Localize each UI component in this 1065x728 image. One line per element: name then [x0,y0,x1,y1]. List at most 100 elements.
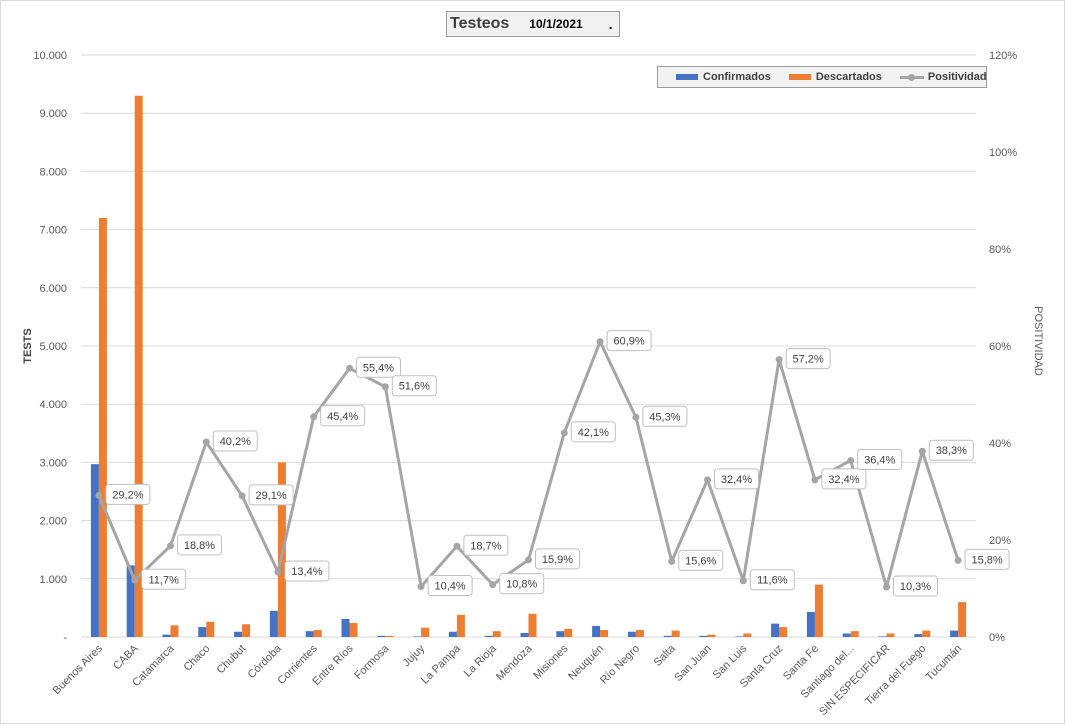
bar-descartados [456,614,465,637]
positividad-point [346,364,353,372]
data-label-box [356,356,401,378]
bar-descartados [242,624,251,637]
legend-item-confirmados: Confirmados [676,71,771,83]
data-label: 18,7% [470,540,501,552]
data-label-box [212,430,258,452]
bar-confirmados [234,631,243,637]
y-tick-label: 2.000 [39,516,67,528]
positividad-point [381,383,389,391]
bar-descartados [349,623,358,637]
positividad-point [811,476,819,484]
legend-swatch-descartados [788,74,811,80]
bar-confirmados [950,630,959,637]
legend-item-descartados: Descartados [788,71,882,83]
y-tick-label: 9.000 [39,108,67,120]
bar-confirmados [269,610,278,637]
y2-tick-label: 120% [989,50,1017,62]
chart-title-dot: . [608,16,613,32]
bar-confirmados [448,631,457,637]
y2-tick-label: 80% [989,244,1011,256]
y-tick-label: 1.000 [39,574,67,586]
data-label-box [141,568,187,590]
bar-descartados [707,634,716,637]
data-label: 32,4% [828,474,859,486]
bar-confirmados [90,464,99,637]
positividad-point [847,456,855,464]
bar-descartados [850,631,859,637]
positividad-point [131,576,139,584]
data-label: 32,4% [721,474,752,486]
data-label-box [284,560,330,582]
bar-descartados [492,631,501,637]
chart-date: 10/1/2021 [529,17,583,31]
data-label-box [391,375,437,397]
data-label-box [177,534,222,556]
positividad-point [238,492,246,500]
data-label: 15,6% [685,555,716,567]
legend-label-descartados: Descartados [815,71,882,83]
bar-descartados [170,625,179,637]
data-label-box [857,448,903,470]
data-label-box [499,573,545,595]
bar-descartados [206,621,215,637]
y2-axis-title: POSITIVIDAD [1032,306,1044,376]
bar-confirmados [484,635,493,637]
data-label-box [749,569,795,591]
positividad-point [560,429,568,437]
data-label-box [105,483,151,505]
bar-confirmados [806,611,815,637]
chart-legend: Confirmados Descartados Positividad [657,66,987,88]
data-label: 10,8% [506,579,537,591]
data-label-box [642,405,688,427]
data-label: 18,8% [184,540,215,552]
bar-confirmados [126,565,135,637]
legend-item-positividad: Positividad [899,71,987,83]
bar-confirmados [735,636,744,637]
chart-title-box: Testeos 10/1/2021 . [446,11,620,37]
legend-line-positividad [899,72,924,82]
bar-confirmados [341,618,350,637]
positividad-point [632,413,640,421]
y-tick-label: 4.000 [39,399,67,411]
x-tick-label: Río Negro [598,643,642,687]
x-tick-label: Jujuy [401,642,428,669]
positividad-point [310,413,318,421]
x-tick-label: Formosa [352,642,392,682]
bar-confirmados [198,627,207,637]
bar-descartados [600,630,609,637]
bar-descartados [313,630,322,637]
bar-descartados [779,627,788,637]
y-tick-label: 7.000 [39,225,67,237]
data-label: 40,2% [220,436,251,448]
positividad-point [95,491,103,499]
positividad-line [97,340,960,589]
data-label: 11,6% [757,575,788,587]
data-label: 57,2% [792,354,823,366]
data-label: 45,3% [649,411,680,423]
positividad-point [918,447,926,455]
bar-confirmados [377,635,386,637]
x-tick-label: Chubut [215,643,249,677]
data-label-box [248,484,294,506]
bar-descartados [421,627,430,637]
x-tick-label: Misiones [531,642,571,682]
bar-confirmados [413,636,422,637]
data-label-box [463,534,509,556]
y-tick-label: 8.000 [39,166,67,178]
data-label-box [821,468,867,490]
positividad-point [202,438,210,446]
data-label: 36,4% [864,454,895,466]
data-label-box [427,575,473,597]
y-tick-label: 10.000 [33,50,67,62]
data-label: 11,7% [149,574,180,586]
bar-descartados [564,628,573,637]
data-label-box [928,439,974,461]
data-label: 51,6% [399,381,430,393]
bar-confirmados [592,625,601,637]
x-tick-label: CABA [111,642,141,672]
bar-descartados [671,630,680,637]
positividad-point [525,556,532,564]
positividad-point [775,356,783,364]
bar-confirmados [699,635,708,637]
